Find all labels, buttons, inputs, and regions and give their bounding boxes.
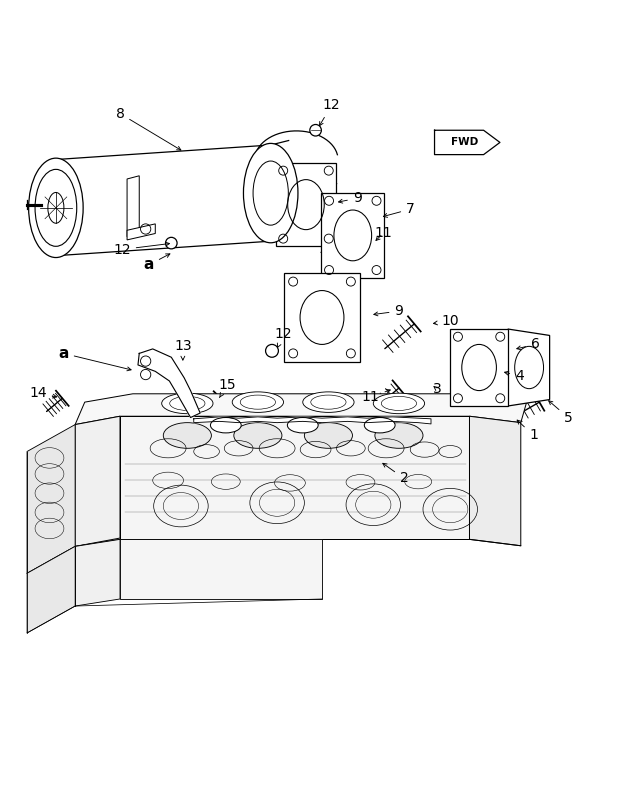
Ellipse shape: [211, 418, 242, 433]
Circle shape: [265, 345, 278, 357]
Ellipse shape: [305, 422, 352, 449]
Text: 14: 14: [29, 386, 57, 400]
Text: 3: 3: [433, 382, 442, 396]
Polygon shape: [469, 416, 521, 545]
Polygon shape: [75, 416, 120, 546]
Text: 8: 8: [115, 106, 181, 150]
Text: 2: 2: [383, 464, 408, 485]
Ellipse shape: [232, 392, 283, 412]
Text: a: a: [144, 254, 170, 272]
Polygon shape: [508, 329, 549, 406]
Polygon shape: [120, 416, 469, 539]
Text: 11: 11: [362, 389, 390, 404]
Text: 11: 11: [374, 226, 392, 241]
Text: 12: 12: [113, 242, 169, 256]
Text: 9: 9: [374, 304, 403, 318]
Ellipse shape: [375, 422, 423, 449]
Ellipse shape: [164, 422, 211, 449]
Circle shape: [166, 237, 177, 249]
Polygon shape: [127, 224, 155, 240]
Polygon shape: [138, 349, 200, 418]
Text: FWD: FWD: [451, 137, 478, 148]
Polygon shape: [321, 193, 384, 278]
Ellipse shape: [374, 393, 424, 414]
Polygon shape: [27, 425, 75, 573]
Ellipse shape: [234, 422, 282, 449]
Circle shape: [310, 125, 321, 136]
Ellipse shape: [287, 418, 318, 433]
Polygon shape: [194, 417, 431, 424]
Polygon shape: [435, 130, 500, 155]
Polygon shape: [276, 163, 336, 246]
Polygon shape: [27, 546, 75, 633]
Ellipse shape: [243, 144, 298, 243]
Text: 12: 12: [319, 98, 341, 125]
Text: 6: 6: [516, 337, 540, 352]
Polygon shape: [450, 329, 508, 406]
Text: 13: 13: [174, 339, 192, 360]
Text: a: a: [59, 346, 131, 371]
Ellipse shape: [28, 158, 83, 257]
Polygon shape: [75, 539, 120, 606]
Text: 15: 15: [218, 379, 236, 398]
Ellipse shape: [365, 418, 395, 433]
Ellipse shape: [303, 392, 354, 412]
Polygon shape: [120, 539, 322, 599]
Text: 4: 4: [505, 369, 524, 383]
Text: 9: 9: [339, 191, 362, 205]
Text: 12: 12: [275, 327, 292, 347]
Text: 1: 1: [517, 420, 538, 442]
Text: 5: 5: [549, 401, 573, 425]
Ellipse shape: [48, 192, 64, 223]
Text: 10: 10: [433, 314, 459, 329]
Polygon shape: [75, 394, 527, 425]
Text: 7: 7: [383, 202, 415, 218]
Polygon shape: [127, 175, 139, 237]
Polygon shape: [284, 272, 360, 362]
Ellipse shape: [162, 393, 213, 414]
